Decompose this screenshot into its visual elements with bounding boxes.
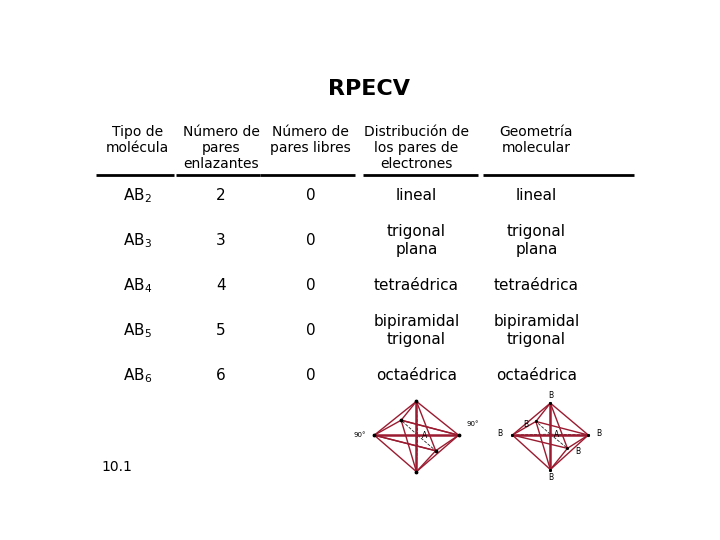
- Text: B: B: [548, 391, 553, 400]
- Text: RPECV: RPECV: [328, 79, 410, 99]
- Text: tetraédrica: tetraédrica: [494, 278, 579, 293]
- Text: bipiramidal
trigonal: bipiramidal trigonal: [493, 314, 580, 347]
- Text: 0: 0: [305, 323, 315, 338]
- Text: 3: 3: [216, 233, 226, 248]
- Text: octaédrica: octaédrica: [376, 368, 457, 383]
- Text: 10.1: 10.1: [101, 461, 132, 474]
- Text: 0: 0: [305, 278, 315, 293]
- Text: octaédrica: octaédrica: [496, 368, 577, 383]
- Text: 90°: 90°: [354, 432, 366, 438]
- Text: B: B: [498, 429, 503, 438]
- Text: B: B: [548, 472, 553, 482]
- Text: 0: 0: [305, 188, 315, 203]
- Text: 2: 2: [216, 188, 226, 203]
- Text: 0: 0: [305, 368, 315, 383]
- Text: lineal: lineal: [396, 188, 437, 203]
- Text: Geometría
molecular: Geometría molecular: [500, 125, 573, 156]
- Text: 5: 5: [216, 323, 226, 338]
- Text: trigonal
plana: trigonal plana: [387, 225, 446, 257]
- Text: B: B: [575, 447, 580, 456]
- Text: trigonal
plana: trigonal plana: [507, 225, 566, 257]
- Text: 4: 4: [216, 278, 226, 293]
- Text: AB$_5$: AB$_5$: [123, 321, 152, 340]
- Text: bipiramidal
trigonal: bipiramidal trigonal: [373, 314, 459, 347]
- Text: 90°: 90°: [467, 421, 480, 427]
- Text: B: B: [595, 429, 601, 438]
- Text: AB$_4$: AB$_4$: [123, 276, 152, 295]
- Text: AB$_3$: AB$_3$: [123, 231, 152, 250]
- Text: AB$_2$: AB$_2$: [123, 186, 152, 205]
- Text: A: A: [554, 430, 559, 438]
- Text: 0: 0: [305, 233, 315, 248]
- Text: lineal: lineal: [516, 188, 557, 203]
- Text: B: B: [523, 420, 528, 429]
- Text: Distribución de
los pares de
electrones: Distribución de los pares de electrones: [364, 125, 469, 172]
- Text: Número de
pares libres: Número de pares libres: [270, 125, 351, 156]
- Text: 6: 6: [216, 368, 226, 383]
- Text: Tipo de
molécula: Tipo de molécula: [106, 125, 169, 156]
- Text: tetraédrica: tetraédrica: [374, 278, 459, 293]
- Text: A: A: [422, 431, 428, 440]
- Text: AB$_6$: AB$_6$: [123, 366, 152, 385]
- Text: Número de
pares
enlazantes: Número de pares enlazantes: [183, 125, 260, 172]
